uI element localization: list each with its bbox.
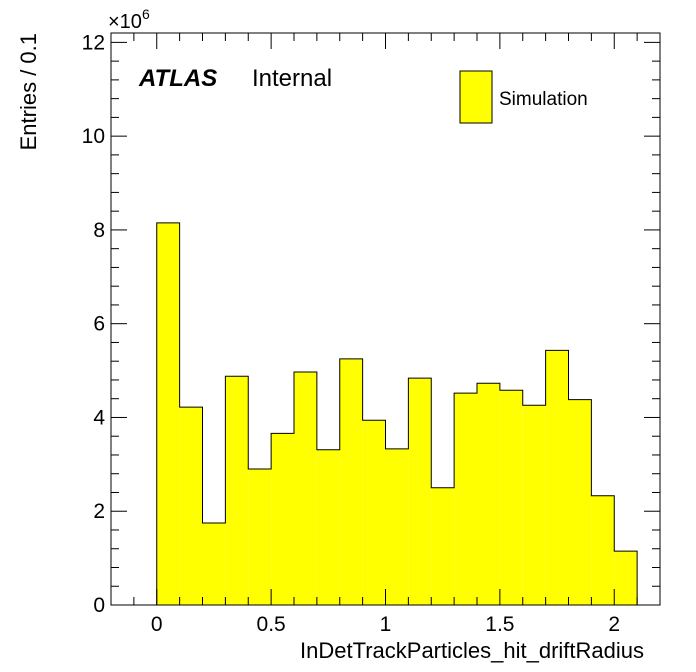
histogram-bar (431, 487, 455, 605)
x-axis-ticks (110, 33, 661, 605)
y-axis-ticks (111, 41, 660, 606)
y-tick-label: 8 (93, 219, 105, 242)
histogram-bar (477, 383, 500, 605)
histogram-bar (522, 405, 546, 605)
histogram-bar (248, 469, 272, 605)
multiplier-base: ×10 (108, 11, 142, 33)
multiplier-exponent: 6 (142, 6, 150, 22)
x-axis-tick-labels: 0 0.5 1 1.5 2 (151, 613, 620, 636)
y-tick-label: 12 (82, 31, 105, 54)
histogram-bar (545, 350, 569, 605)
histogram-bar (499, 390, 523, 605)
histogram-bar (316, 449, 340, 605)
histogram-bar (271, 433, 294, 605)
legend-swatch-simulation (459, 70, 493, 124)
histogram-bar (156, 222, 180, 605)
y-tick-label: 10 (82, 125, 105, 148)
y-axis-tick-labels: 0 2 4 6 8 10 12 (82, 31, 106, 617)
y-tick-label: 2 (93, 500, 105, 523)
legend-label-simulation: Simulation (499, 89, 588, 110)
histogram-bar (179, 407, 203, 605)
atlas-label: ATLAS (138, 65, 217, 92)
histogram-bar (591, 495, 615, 605)
y-tick-label: 6 (93, 313, 105, 336)
histogram-bar (339, 358, 363, 605)
y-tick-label: 0 (93, 594, 105, 617)
histogram-bar (385, 448, 409, 605)
y-tick-label: 4 (93, 406, 105, 429)
histogram-bar (294, 371, 317, 605)
histogram-bar (362, 420, 386, 605)
x-tick-label: 1 (380, 613, 392, 636)
histogram-bar (202, 522, 226, 605)
x-axis-title: InDetTrackParticles_hit_driftRadius (300, 638, 644, 663)
x-tick-label: 0 (151, 613, 163, 636)
y-axis-title: Entries / 0.1 (16, 33, 41, 150)
histogram-bar (408, 378, 432, 605)
y-axis-multiplier: ×106 (108, 6, 150, 33)
histogram-outline (156, 222, 638, 605)
histogram-bars (156, 222, 638, 605)
x-tick-label: 2 (608, 613, 620, 636)
histogram-bar (614, 551, 638, 605)
x-tick-label: 1.5 (485, 613, 514, 636)
x-tick-label: 0.5 (257, 613, 286, 636)
histogram-bar (568, 399, 592, 605)
histogram-bar (225, 376, 249, 605)
internal-label: Internal (252, 65, 332, 92)
histogram-bar (454, 393, 477, 605)
